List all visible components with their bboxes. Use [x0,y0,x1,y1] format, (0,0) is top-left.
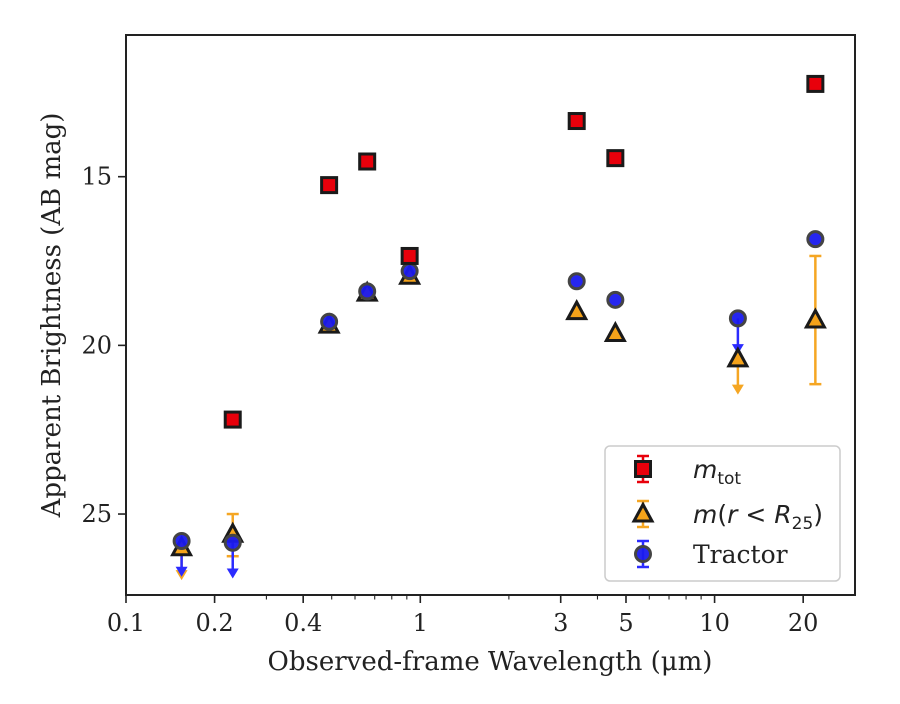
data-point-circle [728,309,747,328]
legend-marker-triangle [631,501,655,523]
legend-box [604,445,841,582]
upper-limit-arrow-head [226,568,239,579]
plot-frame [125,34,856,596]
data-point-triangle [726,346,750,368]
data-point-square [223,410,242,429]
x-tick-label: 3 [553,609,568,637]
upper-limit-arrow-head [175,566,188,577]
data-markers [170,74,827,557]
legend-label-mtot: mtot [693,455,741,489]
x-tick-label: 10 [699,609,730,637]
data-point-square [320,176,339,195]
data-point-circle [320,312,339,331]
y-axis-label: Apparent Brightness (AB mag) [37,113,67,519]
x-tick-label: 0.1 [107,609,145,637]
data-point-square [606,149,625,168]
x-tick-label: 5 [618,609,633,637]
legend-items [631,454,655,569]
data-point-triangle [603,320,627,343]
data-point-square [806,74,825,93]
legend-label-tractor: Tractor [693,540,788,569]
x-tick-label: 0.4 [284,609,322,637]
data-point-circle [172,532,191,551]
x-tick-label: 20 [788,609,819,637]
legend-marker-circle [634,545,652,563]
y-tick-label: 25 [81,500,112,528]
x-tick-label: 0.2 [196,609,234,637]
data-point-circle [606,290,625,309]
data-point-circle [223,533,242,552]
x-tick-label: 1 [413,609,428,637]
legend-label-m-r-r25: m(r < R25) [693,500,823,534]
data-point-circle [400,262,419,281]
x-axis-label: Observed-frame Wavelength (μm) [268,647,713,677]
data-point-circle [567,272,586,291]
y-tick-label: 15 [81,163,112,191]
data-point-square [400,246,419,265]
y-tick-label: 20 [81,331,112,359]
legend: mtot m(r < R25) Tractor [604,445,841,582]
data-point-circle [806,230,825,249]
upper-limit-arrow-head [731,384,744,395]
axis-ticks: 0.1 0.2 0.4 1 3 5 10 20 15 20 25 [81,163,818,637]
data-point-triangle [803,307,827,329]
legend-marker-square [634,460,652,478]
data-point-square [358,152,377,171]
data-point-circle [358,282,377,301]
data-point-triangle [565,298,589,321]
data-point-square [567,112,586,131]
